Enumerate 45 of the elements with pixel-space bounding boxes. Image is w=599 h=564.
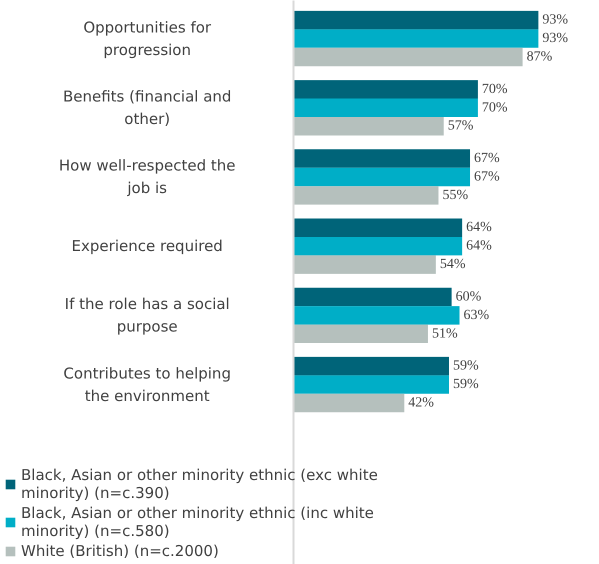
y-tick-label: How well-respected the job is bbox=[58, 156, 236, 198]
bar bbox=[294, 236, 462, 256]
bar bbox=[294, 288, 452, 306]
data-label: 54% bbox=[440, 257, 466, 272]
y-tick-label: Benefits (financial and other) bbox=[62, 88, 232, 128]
data-label: 55% bbox=[442, 188, 468, 203]
bar bbox=[294, 306, 460, 325]
data-label: 67% bbox=[474, 151, 500, 166]
data-label: 93% bbox=[542, 31, 568, 46]
bar bbox=[294, 356, 449, 376]
bar bbox=[294, 48, 523, 66]
legend-label: Black, Asian or other minority ethnic (exc white minority) (n=c.390) bbox=[21, 466, 378, 502]
data-label: 51% bbox=[432, 326, 458, 342]
data-label: 87% bbox=[526, 50, 553, 65]
data-label: 64% bbox=[466, 220, 492, 236]
legend-label: Black, Asian or other minority ethnic (inc white minority) (n=c.580) bbox=[21, 504, 374, 540]
bar bbox=[294, 98, 478, 117]
bar bbox=[294, 149, 470, 168]
bar bbox=[294, 394, 404, 412]
bar bbox=[294, 10, 538, 30]
data-label: 60% bbox=[456, 289, 482, 304]
legend-label: White (British) (n=c.2000) bbox=[21, 542, 219, 560]
bar bbox=[294, 116, 444, 136]
data-label: 42% bbox=[408, 396, 434, 411]
bar bbox=[294, 324, 428, 344]
data-label: 64% bbox=[466, 238, 492, 254]
y-tick-label: Experience required bbox=[72, 237, 223, 256]
data-label: 70% bbox=[482, 82, 508, 97]
y-tick-label: If the role has a social purpose bbox=[64, 295, 230, 336]
y-tick-label: Contributes to helping the environment bbox=[63, 364, 231, 405]
bar bbox=[294, 80, 478, 99]
bar bbox=[294, 186, 438, 205]
y-tick-label: Opportunities for progression bbox=[83, 18, 212, 59]
bar bbox=[294, 218, 462, 237]
bar bbox=[294, 375, 449, 394]
data-label: 70% bbox=[482, 100, 508, 116]
data-label: 67% bbox=[474, 169, 500, 184]
bar bbox=[294, 168, 470, 186]
bar bbox=[294, 255, 436, 274]
data-label: 59% bbox=[452, 377, 479, 392]
data-label: 59% bbox=[452, 358, 479, 374]
data-label: 57% bbox=[448, 118, 474, 134]
data-label: 63% bbox=[464, 308, 490, 323]
bar bbox=[294, 29, 538, 48]
data-label: 93% bbox=[542, 12, 568, 28]
